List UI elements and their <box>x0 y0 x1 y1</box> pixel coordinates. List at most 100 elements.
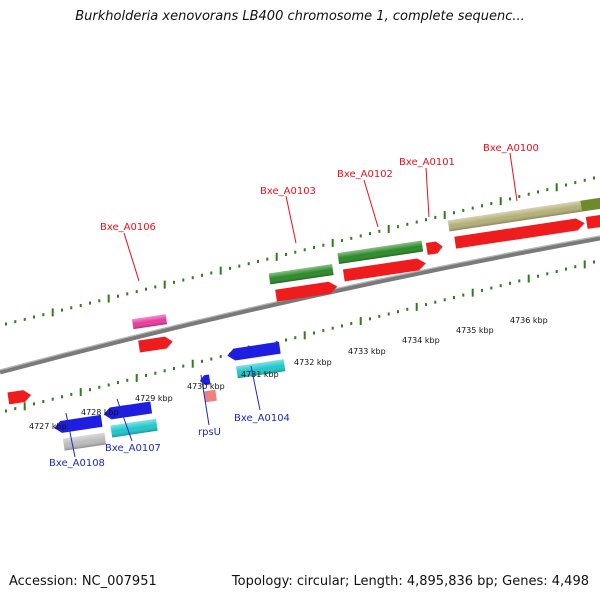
minor-tick <box>61 308 63 312</box>
minor-tick <box>537 274 539 278</box>
lower-leader-lines <box>65 365 261 458</box>
gene-label[interactable]: Bxe_A0103 <box>260 186 316 197</box>
minor-tick <box>163 369 166 373</box>
leader-line-a0101 <box>425 167 430 218</box>
minor-tick <box>210 357 213 361</box>
minor-tick <box>266 257 269 261</box>
major-tick <box>219 266 222 275</box>
gene-label[interactable]: Bxe_A0107 <box>105 443 161 454</box>
minor-tick <box>61 395 63 399</box>
minor-tick <box>378 229 381 233</box>
cds-arrow-a0101[interactable] <box>425 241 444 255</box>
gene-label[interactable]: Bxe_A0108 <box>49 458 105 469</box>
cds-arrow-a0106[interactable] <box>138 336 173 353</box>
leader-line-a0104 <box>250 365 261 411</box>
minor-tick <box>406 307 409 311</box>
minor-tick <box>518 279 521 283</box>
minor-tick <box>350 322 353 325</box>
minor-tick <box>322 329 325 333</box>
minor-tick <box>5 409 7 413</box>
cds-arrow-a0107[interactable] <box>103 401 153 420</box>
scale-label: 4730 kbp <box>187 382 225 391</box>
gene-label[interactable]: Bxe_A0100 <box>483 143 539 154</box>
feature-shade <box>268 264 334 285</box>
minor-tick <box>378 314 381 318</box>
minor-tick <box>481 204 483 208</box>
lower-tick-track <box>5 260 595 413</box>
major-tick <box>23 402 26 411</box>
gene-label[interactable]: Bxe_A0106 <box>100 222 156 233</box>
minor-tick <box>341 239 343 243</box>
leader-line-a0103 <box>285 195 297 244</box>
forward-strand-features[interactable] <box>0 196 600 405</box>
cds-bar-next[interactable] <box>585 212 600 229</box>
minor-tick <box>145 374 147 377</box>
cds-arrow-a0100[interactable] <box>454 217 585 249</box>
major-tick <box>443 211 446 220</box>
minor-tick <box>415 220 418 224</box>
minor-tick <box>201 273 203 277</box>
accession-text: Accession: NC_007951 <box>9 574 157 589</box>
gene-label[interactable]: Bxe_A0102 <box>337 169 393 180</box>
minor-tick <box>397 225 399 229</box>
cds-arrow-a0102[interactable] <box>342 257 427 282</box>
minor-tick <box>369 317 371 321</box>
minor-tick <box>135 290 138 294</box>
minor-tick <box>593 260 595 264</box>
upper-leader-lines <box>123 152 518 282</box>
gene-label[interactable]: Bxe_A0104 <box>234 413 290 424</box>
major-tick <box>527 274 530 283</box>
minor-tick <box>98 385 101 389</box>
minor-tick <box>219 355 222 359</box>
minor-tick <box>79 304 82 307</box>
gene-label[interactable]: Bxe_A0101 <box>399 157 455 168</box>
upper-gene-labels: Bxe_A0106 Bxe_A0103 Bxe_A0102 Bxe_A0101 … <box>100 143 539 233</box>
minor-tick <box>546 188 549 192</box>
minor-tick <box>565 183 567 187</box>
minor-tick <box>42 313 45 317</box>
leader-line-a0100 <box>509 152 518 202</box>
major-tick <box>79 388 82 397</box>
minor-tick <box>555 270 558 273</box>
minor-tick <box>154 371 157 375</box>
minor-tick <box>23 317 26 321</box>
minor-tick <box>518 195 521 198</box>
minor-tick <box>425 218 427 222</box>
leader-line-a0108 <box>65 412 76 458</box>
scale-label: 4734 kbp <box>402 336 440 345</box>
minor-tick <box>33 315 35 319</box>
minor-tick <box>490 286 493 290</box>
minor-tick <box>443 298 446 302</box>
major-tick <box>331 238 334 247</box>
minor-tick <box>406 222 409 226</box>
lower-gene-labels: Bxe_A0108 Bxe_A0107 rpsU Bxe_A0104 <box>49 413 290 469</box>
cds-arrow-a0108[interactable] <box>53 414 103 434</box>
minor-tick <box>173 366 175 370</box>
minor-tick <box>471 206 474 210</box>
minor-tick <box>70 392 73 396</box>
minor-tick <box>126 292 129 296</box>
scale-label: 4727 kbp <box>29 422 67 431</box>
major-tick <box>415 302 418 311</box>
cds-arrow-left-edge[interactable] <box>7 389 32 405</box>
feature-shade <box>447 200 582 232</box>
major-tick <box>191 359 194 368</box>
minor-tick <box>322 243 325 247</box>
cds-arrow-a0104[interactable] <box>226 341 281 362</box>
cds-arrow-a0103[interactable] <box>275 281 338 302</box>
minor-tick <box>145 287 147 291</box>
major-tick <box>583 260 586 269</box>
pseudo-bar-rpsu[interactable] <box>203 389 217 403</box>
minor-tick <box>453 296 455 299</box>
gene-bar-next[interactable] <box>580 196 600 212</box>
major-tick <box>499 197 502 206</box>
minor-tick <box>593 176 595 180</box>
minor-tick <box>42 400 45 403</box>
minor-tick <box>182 364 185 368</box>
minor-tick <box>509 197 511 201</box>
gene-label[interactable]: rpsU <box>198 427 221 438</box>
reverse-strand-features[interactable] <box>46 341 292 452</box>
feature-shade <box>110 418 158 438</box>
minor-tick <box>331 326 334 330</box>
